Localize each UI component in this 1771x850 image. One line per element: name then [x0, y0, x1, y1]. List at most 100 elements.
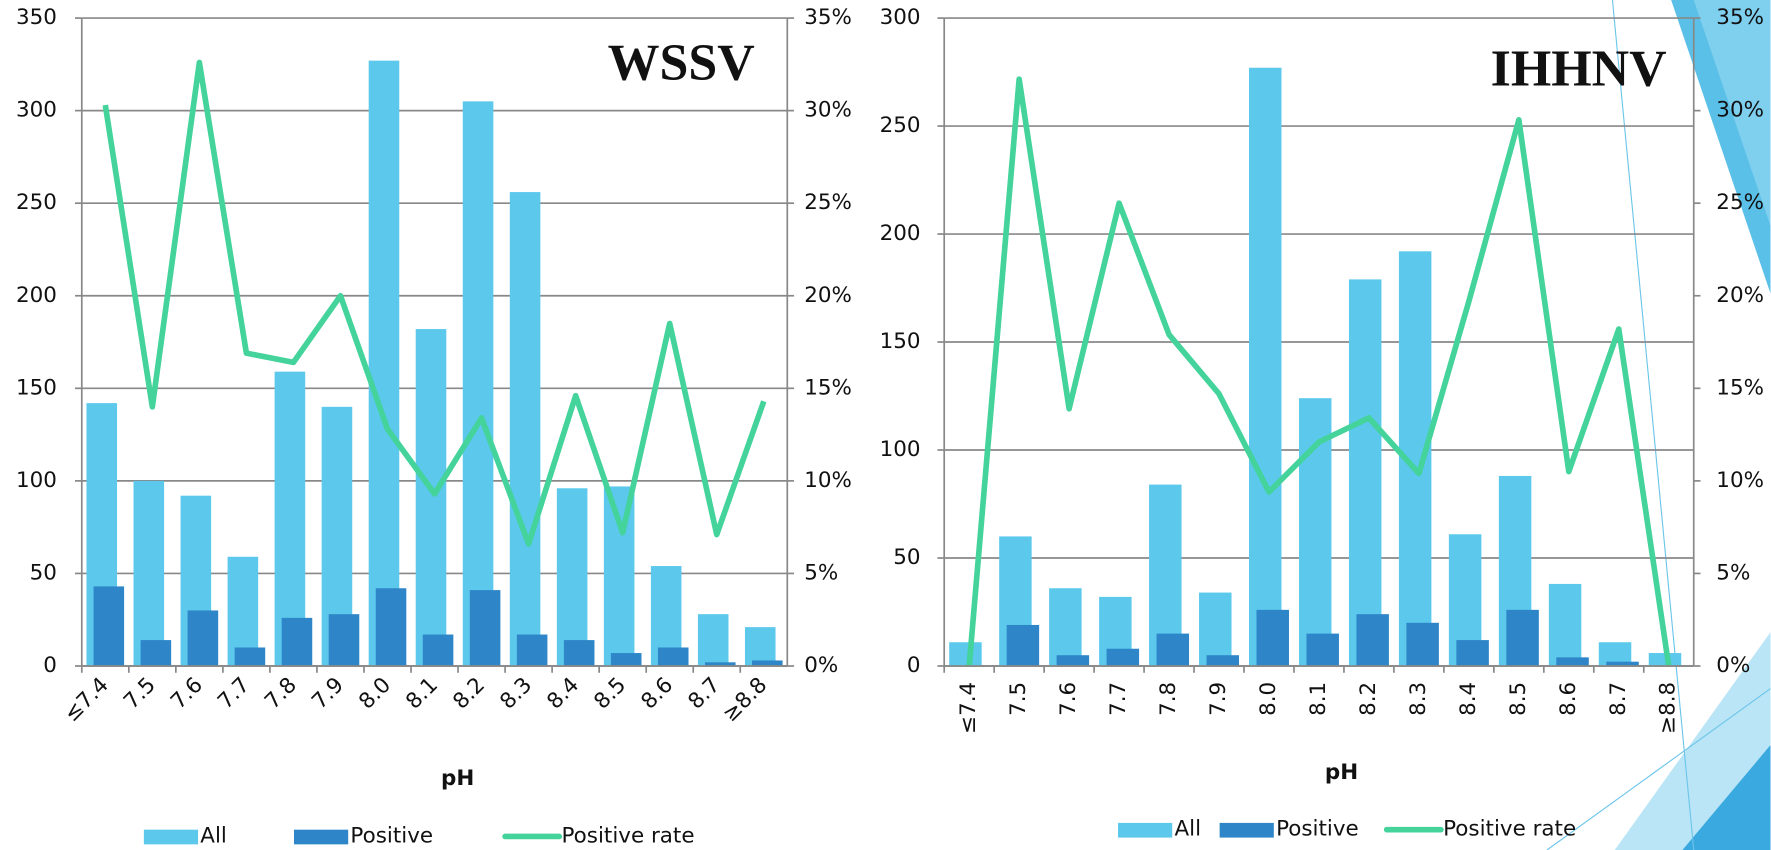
bar — [1207, 655, 1239, 666]
y2-tick-label: 5% — [804, 560, 838, 585]
bar — [564, 640, 595, 666]
x-tick-label: 8.1 — [1306, 682, 1331, 716]
x-tick-label: 7.6 — [1056, 682, 1081, 716]
chart-page: 0501001502002503003500%5%10%15%20%25%30%… — [0, 0, 1771, 850]
y2-tick-label: 35% — [804, 5, 852, 30]
legend-swatch — [294, 830, 348, 845]
x-tick-label: 7.7 — [213, 673, 255, 715]
bar — [1506, 610, 1538, 666]
bar — [463, 101, 494, 666]
bar — [1306, 634, 1338, 666]
x-tick-label: 7.8 — [260, 673, 302, 715]
page: 0501001502002503003500%5%10%15%20%25%30%… — [0, 0, 1771, 850]
legend-label: Positive — [350, 823, 433, 848]
legend-label: All — [1174, 817, 1201, 842]
x-tick-label: ≤7.4 — [59, 673, 113, 727]
x-tick-label: 7.6 — [166, 673, 208, 715]
x-tick-label: 8.4 — [1456, 682, 1481, 716]
bar — [1007, 625, 1039, 666]
x-tick-label: ≤7.4 — [956, 682, 981, 734]
y2-tick-label: 0% — [804, 653, 838, 678]
chart-title: WSSV — [608, 35, 755, 92]
x-tick-label: ≥8.8 — [718, 673, 772, 727]
x-axis-label: pH — [1325, 760, 1358, 785]
legend-swatch — [1118, 823, 1172, 838]
legend-label: All — [200, 823, 227, 848]
x-tick-label: 7.5 — [1006, 682, 1031, 716]
bar — [611, 653, 642, 666]
x-tick-label: 8.4 — [542, 673, 584, 715]
bar — [517, 635, 548, 666]
y2-tick-label: 15% — [804, 375, 852, 400]
y-tick-label: 50 — [30, 560, 57, 585]
y-tick-label: 0 — [43, 653, 57, 678]
bar — [1157, 634, 1189, 666]
x-tick-label: 8.0 — [1256, 682, 1281, 716]
chart-title: IHHNV — [1491, 40, 1667, 97]
x-tick-label: 8.3 — [495, 673, 537, 715]
bar — [1549, 584, 1581, 666]
bar — [188, 610, 219, 666]
bar — [329, 614, 360, 666]
y2-tick-label: 35% — [1716, 5, 1764, 30]
y2-tick-label: 0% — [1716, 653, 1750, 678]
y2-tick-label: 5% — [1716, 560, 1750, 585]
decoration — [1612, 0, 1693, 850]
bar — [698, 614, 729, 666]
y-tick-label: 250 — [16, 190, 57, 215]
legend-label: Positive rate — [562, 823, 695, 848]
legend-swatch — [144, 830, 198, 845]
bar — [1249, 68, 1281, 666]
bar — [1406, 623, 1438, 666]
legend-label: Positive — [1276, 817, 1359, 842]
y2-tick-label: 30% — [804, 98, 852, 123]
y-tick-label: 50 — [893, 545, 920, 570]
x-tick-label: 8.2 — [448, 673, 490, 715]
bar — [1356, 614, 1388, 666]
y2-tick-label: 20% — [804, 283, 852, 308]
bar — [658, 647, 689, 666]
bar — [470, 590, 501, 666]
bar — [1057, 655, 1089, 666]
bar — [416, 329, 447, 666]
bar — [949, 642, 981, 666]
x-tick-label: 8.2 — [1356, 682, 1381, 716]
y-tick-label: 0 — [907, 653, 921, 678]
y2-tick-label: 15% — [1716, 375, 1764, 400]
legend-swatch — [1220, 823, 1274, 838]
bar — [557, 488, 588, 666]
x-tick-label: 7.7 — [1106, 682, 1131, 716]
y2-tick-label: 10% — [1716, 468, 1764, 493]
x-tick-label: 7.9 — [1206, 682, 1231, 716]
y2-tick-label: 20% — [1716, 283, 1764, 308]
bar — [1257, 610, 1289, 666]
x-tick-label: ≥8.8 — [1656, 682, 1681, 734]
bar — [1107, 649, 1139, 666]
bar — [423, 635, 454, 666]
bar — [1556, 657, 1588, 666]
bar — [369, 61, 400, 666]
y-tick-label: 300 — [880, 5, 921, 30]
bar — [141, 640, 172, 666]
bar — [235, 647, 266, 666]
y2-tick-label: 10% — [804, 468, 852, 493]
x-tick-label: 7.5 — [119, 673, 161, 715]
y-tick-label: 100 — [880, 437, 921, 462]
bar — [376, 588, 407, 666]
y2-tick-label: 25% — [1716, 190, 1764, 215]
x-tick-label: 8.7 — [1606, 682, 1631, 716]
y-tick-label: 300 — [16, 98, 57, 123]
bar — [1049, 588, 1081, 666]
x-tick-label: 8.1 — [401, 673, 443, 715]
y2-tick-label: 25% — [804, 190, 852, 215]
bar — [282, 618, 313, 666]
x-tick-label: 8.0 — [354, 673, 396, 715]
bar — [1349, 279, 1381, 666]
bar — [94, 586, 125, 666]
y-tick-label: 100 — [16, 468, 57, 493]
y-tick-label: 150 — [880, 329, 921, 354]
x-tick-label: 8.6 — [1556, 682, 1581, 716]
x-axis-label: pH — [441, 766, 474, 791]
y2-tick-label: 30% — [1716, 98, 1764, 123]
bar — [1456, 640, 1488, 666]
